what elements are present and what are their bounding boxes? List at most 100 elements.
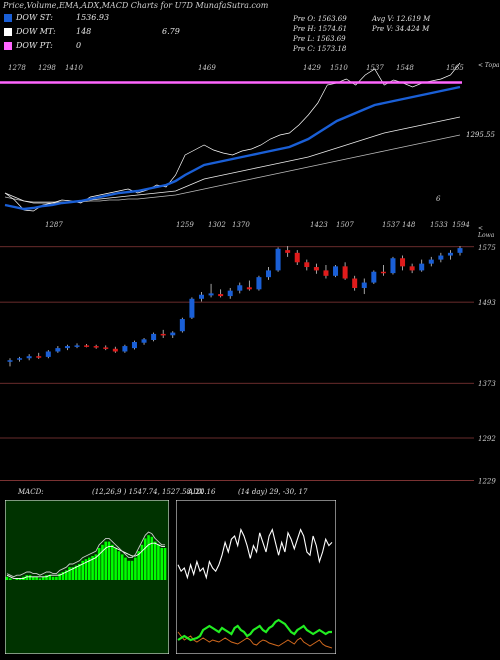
macd-line bbox=[6, 531, 165, 578]
bottom-tick-label: 1507 bbox=[336, 221, 354, 229]
top-tick-label: 1510 bbox=[330, 64, 348, 72]
legend-swatch-white bbox=[4, 27, 12, 36]
candle-body bbox=[93, 346, 99, 348]
slow-ema-line bbox=[4, 134, 461, 203]
candle-body bbox=[112, 348, 118, 352]
stat-close: Pre C: 1573.18 bbox=[293, 45, 347, 53]
legend-dow-st: DOW ST: 1536.93 bbox=[4, 13, 109, 22]
candle-body bbox=[256, 277, 262, 290]
price-panel: 1575 1493 1373 1292 1229 bbox=[0, 244, 496, 486]
stat-high: Pre H: 1574.61 bbox=[293, 25, 348, 33]
macd-panel bbox=[5, 500, 169, 654]
adx-header: ADX bbox=[188, 488, 204, 496]
bottom-tick-label: 1423 bbox=[310, 221, 328, 229]
candle-body bbox=[409, 266, 415, 271]
candle-body bbox=[333, 266, 339, 276]
legend-swatch-blue bbox=[4, 13, 12, 22]
candle-body bbox=[419, 263, 425, 271]
fast-ema-line bbox=[4, 85, 461, 211]
candle-body bbox=[428, 259, 434, 264]
candle-body bbox=[74, 345, 80, 347]
bottom-tick-label: 1302 bbox=[208, 221, 226, 229]
candle-body bbox=[323, 270, 329, 276]
top-tick-label: 1469 bbox=[198, 64, 216, 72]
stat-open: Pre O: 1563.69 bbox=[293, 15, 347, 23]
candle-body bbox=[266, 270, 272, 278]
bottom-tick-label: 1533 bbox=[430, 221, 448, 229]
candle-body bbox=[390, 258, 396, 274]
candle-body bbox=[371, 271, 377, 283]
candle-body bbox=[7, 360, 13, 362]
candle-body bbox=[294, 252, 300, 263]
candle-body bbox=[160, 333, 166, 336]
bottom-tick-label: 1537 bbox=[382, 221, 400, 229]
candle-body bbox=[352, 278, 358, 288]
candle-body bbox=[45, 351, 51, 357]
right-tick-label: 1575 bbox=[478, 244, 496, 252]
bottom-tick-label: 148 bbox=[402, 221, 416, 229]
right-tick-label: 1229 bbox=[478, 478, 496, 486]
candle-body bbox=[208, 293, 214, 296]
top-tick-label: 1429 bbox=[303, 64, 321, 72]
small-label: 6 bbox=[436, 195, 441, 203]
candle-body bbox=[218, 294, 224, 297]
adx-values: (14 day) 29, -30, 17 bbox=[238, 488, 308, 496]
adx-plus-di-line bbox=[177, 618, 332, 642]
candle-body bbox=[400, 258, 406, 267]
top-tick-label: 1410 bbox=[65, 64, 83, 72]
adx-frame bbox=[176, 500, 336, 654]
bottom-tick-label: 1594 bbox=[452, 221, 470, 229]
candle-body bbox=[342, 266, 348, 279]
macd-values: (12,26,9 ) 1547.74, 1527.58, 20.16 bbox=[92, 488, 216, 496]
lowa-label: < Lowa bbox=[478, 225, 495, 239]
candle-body bbox=[26, 356, 32, 359]
ema-value-label: 1295.55 bbox=[466, 131, 495, 139]
candle-body bbox=[64, 346, 70, 349]
candle-body bbox=[122, 346, 128, 352]
candle-body bbox=[447, 252, 453, 256]
bottom-tick-label: 1287 bbox=[45, 221, 63, 229]
candle-body bbox=[285, 250, 291, 253]
candle-body bbox=[237, 285, 243, 291]
right-tick-label: 1493 bbox=[478, 299, 496, 307]
candle-body bbox=[380, 271, 386, 274]
candle-body bbox=[275, 248, 281, 271]
ema-panel: 1278 1298 1410 1469 1429 1510 1537 1548 1565 1287… bbox=[0, 62, 470, 229]
legend-dow-pt: DOW PT: 0 bbox=[4, 41, 81, 50]
candle-body bbox=[313, 267, 319, 271]
candle-body bbox=[179, 319, 185, 332]
top-tick-label: 1548 bbox=[396, 64, 414, 72]
candle-body bbox=[170, 332, 176, 336]
right-tick-label: 1292 bbox=[478, 435, 496, 443]
adx-line bbox=[177, 527, 333, 580]
candle-body bbox=[361, 282, 367, 288]
price-line bbox=[4, 62, 461, 212]
candle-body bbox=[141, 339, 147, 343]
candle-body bbox=[55, 348, 61, 352]
top-tick-label: 1278 bbox=[8, 64, 26, 72]
macd-header: MACD: bbox=[18, 488, 44, 496]
candle-body bbox=[227, 290, 233, 297]
top-tick-label: 1298 bbox=[38, 64, 56, 72]
stat-volume: Pre V: 34.424 M bbox=[372, 25, 430, 33]
adx-minus-di-line bbox=[177, 631, 333, 649]
candle-body bbox=[457, 248, 463, 253]
right-tick-label: 1373 bbox=[478, 380, 496, 388]
chart-title: Price,Volume,EMA,ADX,MACD Charts for U7D… bbox=[3, 1, 269, 10]
candle-body bbox=[151, 333, 157, 340]
candle-body bbox=[84, 345, 90, 347]
stat-avg-volume: Avg V: 12.619 M bbox=[372, 15, 431, 23]
candle-body bbox=[438, 255, 444, 260]
candle-body bbox=[246, 287, 252, 290]
candle-body bbox=[17, 358, 23, 360]
candle-body bbox=[189, 298, 195, 318]
bottom-tick-label: 1259 bbox=[176, 221, 194, 229]
legend-dow-mt: DOW MT: 148 6.79 bbox=[4, 27, 180, 36]
top-tick-label: 1565 bbox=[446, 64, 464, 72]
candle-body bbox=[198, 294, 204, 299]
legend-swatch-pink bbox=[4, 41, 12, 50]
candle-body bbox=[304, 262, 310, 268]
candle-body bbox=[103, 347, 109, 349]
macd-signal-line bbox=[6, 542, 165, 579]
stat-low: Pre L: 1563.69 bbox=[293, 35, 346, 43]
